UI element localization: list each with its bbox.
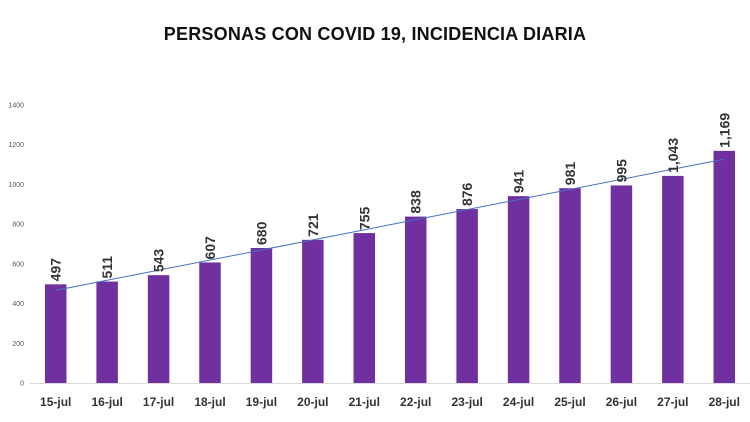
data-label: 876 (459, 182, 475, 206)
bar (507, 196, 530, 383)
data-label: 838 (408, 190, 424, 214)
bar (250, 247, 273, 383)
bar (610, 185, 633, 383)
data-label: 721 (305, 213, 321, 237)
data-label: 607 (202, 236, 218, 260)
x-tick-label: 18-jul (194, 395, 225, 409)
data-label: 941 (511, 170, 527, 194)
x-tick-label: 25-jul (554, 395, 585, 409)
x-tick-label: 15-jul (40, 395, 71, 409)
bar (44, 284, 67, 383)
x-tick-label: 24-jul (503, 395, 534, 409)
bar-series (44, 150, 736, 383)
y-tick-label: 600 (12, 261, 24, 268)
bar (456, 209, 478, 383)
x-tick-label: 27-jul (657, 395, 688, 409)
y-tick-label: 200 (12, 341, 24, 348)
data-label: 995 (613, 159, 629, 183)
y-tick-label: 1400 (8, 103, 24, 110)
x-tick-label: 28-jul (709, 395, 740, 409)
bar (353, 233, 376, 383)
x-tick-label: 17-jul (143, 395, 174, 409)
chart-title: PERSONAS CON COVID 19, INCIDENCIA DIARIA (163, 24, 587, 44)
y-tick-label: 1200 (8, 142, 24, 149)
x-tick-label: 20-jul (297, 395, 328, 409)
x-tick-label: 16-jul (91, 395, 122, 409)
y-axis-ticks: 0 200 400 600 800 1000 1200 1400 (8, 103, 24, 388)
bar (96, 281, 118, 383)
bar (662, 175, 684, 383)
data-label: 680 (253, 221, 269, 245)
x-tick-label: 21-jul (349, 395, 380, 409)
bar (713, 150, 736, 383)
x-tick-label: 22-jul (400, 395, 431, 409)
data-label: 1,043 (665, 138, 681, 173)
x-axis-ticks: 15-jul 16-jul 17-jul 18-jul 19-jul 20-jul 21-j… (40, 395, 740, 409)
y-tick-label: 1000 (8, 182, 24, 189)
x-tick-label: 19-jul (246, 395, 277, 409)
y-tick-label: 400 (12, 301, 24, 308)
bar (302, 239, 324, 383)
bar (404, 216, 427, 383)
data-label: 497 (48, 258, 64, 282)
data-label: 543 (151, 249, 167, 273)
bar (559, 188, 581, 383)
x-tick-label: 23-jul (451, 395, 482, 409)
data-label: 755 (356, 207, 372, 231)
y-tick-label: 0 (20, 381, 24, 388)
bar (199, 262, 221, 383)
data-label: 511 (99, 256, 115, 279)
bar (147, 275, 170, 383)
data-label: 1,169 (716, 113, 732, 148)
trendline-group (55, 158, 725, 291)
y-tick-label: 800 (12, 222, 24, 229)
trendline (55, 158, 725, 291)
x-tick-label: 26-jul (606, 395, 637, 409)
data-label: 981 (562, 162, 578, 186)
data-labels: 497 511 543 607 680 721 755 838 876 941 981 995 1,04… (48, 113, 733, 282)
